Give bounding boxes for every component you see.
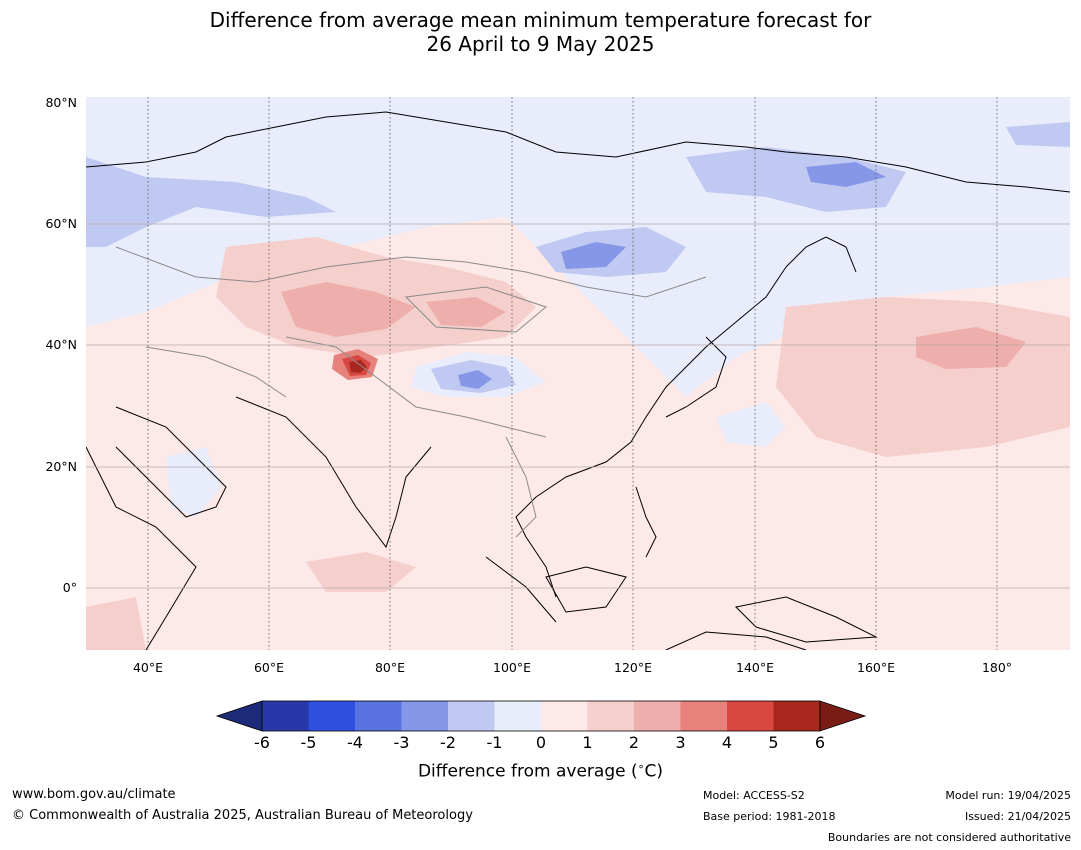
anomaly-neg3-tibet [458,370,492,389]
coastline-australia-north [665,631,807,650]
colorbar-segment [727,701,774,731]
coastline-borneo [545,566,627,613]
footer-website: www.bom.gov.au/climate [12,787,176,802]
colorbar-label-text: Difference from average ( [417,761,638,782]
colorbar-tick-label: -6 [254,733,270,752]
footer-base-period: Base period: 1981-2018 [703,810,836,823]
coastline-japan [665,336,727,418]
colorbar-segment [680,701,727,731]
colorbar-tick-label: -1 [486,733,503,752]
colorbar-tick-label: -4 [347,733,363,752]
colorbar-tick-label: 1 [582,733,593,752]
colorbar-extend-high [819,700,867,732]
border-iran-afghan [145,346,287,398]
colorbar-label-unit: C) [644,761,664,782]
coastline-kamchatka [785,236,857,273]
coastline-africa [86,446,197,650]
lon-label-160e: 160°E [856,660,896,675]
colorbar-segment [494,701,541,731]
coastline-arabia [115,406,227,518]
colorbar-segment [401,701,448,731]
anomaly-pos3-central-asia [281,282,416,337]
coastline-russia-arctic [86,111,1070,193]
anomaly-pos2-pacific [776,297,1070,457]
colorbar-segment [262,701,309,731]
colorbar-segment [448,701,495,731]
title-line-1: Difference from average mean minimum tem… [209,8,872,32]
colorbar-tick-label: 4 [721,733,733,752]
title-line-2: 26 April to 9 May 2025 [426,32,655,56]
colorbar-tick-label: 5 [768,733,779,752]
anomaly-pos3-mongolia [426,297,506,327]
border-russia-south [115,246,707,298]
coastline-india [235,396,432,549]
border-indochina [505,436,537,538]
lat-label-40n: 40°N [45,337,77,352]
lat-label-60n: 60°N [45,216,77,231]
anomaly-neg1-arabia [166,447,221,517]
colorbar-segment [308,701,355,731]
footer-model-run: Model run: 19/04/2025 [945,789,1071,802]
colorbar-segment [634,701,681,731]
colorbar-extend-low [215,700,263,732]
coastline-sumatra [485,556,557,623]
lon-label-80e: 80°E [374,660,406,675]
footer-disclaimer: Boundaries are not considered authoritat… [827,831,1071,844]
anomaly-neg2-arctic [1006,122,1070,147]
coastline-philippines [635,486,657,558]
colorbar-tick-label: 6 [814,733,826,752]
anomaly-pos2-india-ocean [306,552,416,592]
colorbar-segment [773,701,820,731]
colorbar-segment [541,701,588,731]
anomaly-neg2-west-russia [86,157,336,247]
colorbar-tick-label: -2 [440,733,456,752]
colorbar-border [261,700,821,732]
colorbar-segment [587,701,634,731]
lon-label-180: 180° [981,660,1013,675]
anomaly-pos2-africa [86,597,146,650]
lon-label-60e: 60°E [253,660,285,675]
anomaly-map [86,97,1070,650]
lon-label-100e: 100°E [492,660,532,675]
anomaly-neg1-south-china [716,402,786,447]
lon-label-40e: 40°E [132,660,164,675]
chart-title: Difference from average mean minimum tem… [0,8,1081,56]
footer-copyright: © Commonwealth of Australia 2025, Austra… [12,808,473,823]
anomaly-neg3-east-siberia [806,162,886,187]
anomaly-pos3-pacific [916,327,1026,369]
border-china-west [285,336,547,438]
colorbar-tick-label: 3 [675,733,686,752]
anomaly-neg3-baikal [561,242,626,269]
colorbar-tick-label: 0 [535,733,547,752]
anomaly-pos6-tibet [349,360,367,373]
degree-symbol: ∘ [637,760,645,773]
colorbar-tick-label: -3 [393,733,410,752]
lat-label-20n: 20°N [45,459,77,474]
footer-model: Model: ACCESS-S2 [703,789,805,802]
footer-issued: Issued: 21/04/2025 [964,810,1071,823]
lon-label-120e: 120°E [613,660,653,675]
border-mongolia [404,286,548,333]
colorbar-segment [355,701,402,731]
colorbar-label: Difference from average (∘C) [0,760,1081,782]
colorbar-tick-label: -5 [300,733,317,752]
lat-label-80n: 80°N [45,95,77,110]
colorbar-tick-label: 2 [628,733,640,752]
lat-label-0: 0° [62,580,77,595]
lon-label-140e: 140°E [735,660,775,675]
